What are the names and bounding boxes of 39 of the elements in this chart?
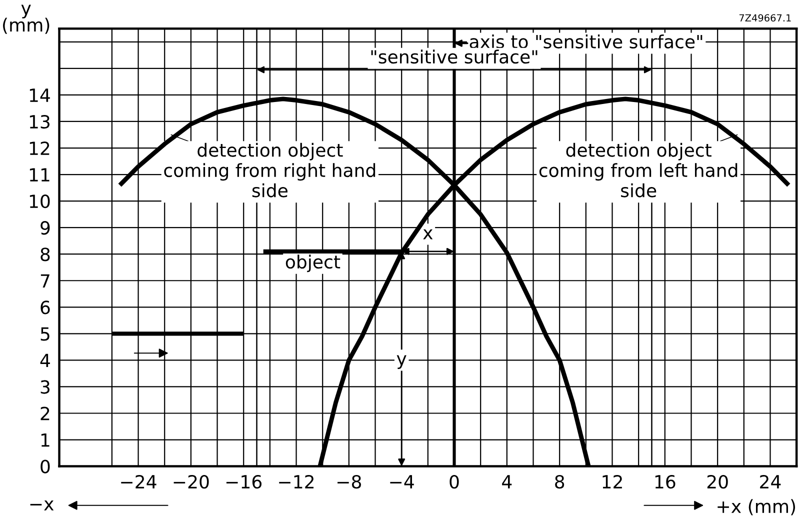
x-tick-label: −4 <box>390 475 414 488</box>
y-tick-label: 10 <box>30 194 50 208</box>
x-tick-label: −24 <box>121 474 156 488</box>
annotation: detection object coming from right hand side <box>164 142 376 198</box>
y-tick-label: 6 <box>40 300 50 314</box>
y-tick-label: 1 <box>41 433 50 447</box>
y-tick-label: 13 <box>30 114 50 129</box>
annotation: y <box>396 355 406 369</box>
y-tick-label: 7 <box>40 274 50 288</box>
x-tick-label: −16 <box>226 474 262 489</box>
x-tick-label: 0 <box>450 474 459 489</box>
y-tick-label: 4 <box>40 354 50 368</box>
x-axis-title: +x (mm) <box>718 499 796 516</box>
y-tick-label: 11 <box>30 168 50 182</box>
y-tick-label: 8 <box>40 248 50 262</box>
y-tick-label: 9 <box>40 221 50 235</box>
y-tick-label: 0 <box>40 460 50 474</box>
x-tick-label: 24 <box>760 474 781 488</box>
annotation: "sensitive surface" <box>371 50 538 64</box>
y-tick-label: 2 <box>40 406 50 420</box>
annotation: detection object coming from left hand side <box>539 142 738 198</box>
x-tick-label: 4 <box>502 475 512 488</box>
text: 7Z49667.1 <box>739 14 791 22</box>
x-tick-label: −20 <box>174 474 209 489</box>
y-tick-label: 5 <box>40 327 50 341</box>
annotation: object <box>286 254 340 272</box>
y-tick-label: 3 <box>40 380 50 394</box>
y-axis-title: y (mm) <box>3 4 50 34</box>
text: −x <box>30 500 54 510</box>
annotation: x <box>423 229 433 240</box>
y-tick-label: 12 <box>30 141 50 155</box>
y-tick-label: 14 <box>30 88 50 102</box>
x-tick-label: 8 <box>555 474 564 489</box>
x-tick-label: 12 <box>602 474 622 488</box>
x-tick-label: −12 <box>279 474 314 488</box>
x-tick-label: 16 <box>655 474 676 489</box>
x-tick-label: −8 <box>338 474 361 489</box>
x-tick-label: 20 <box>707 474 728 489</box>
ref-line-label: axis to "sensitive surface" <box>470 34 702 48</box>
